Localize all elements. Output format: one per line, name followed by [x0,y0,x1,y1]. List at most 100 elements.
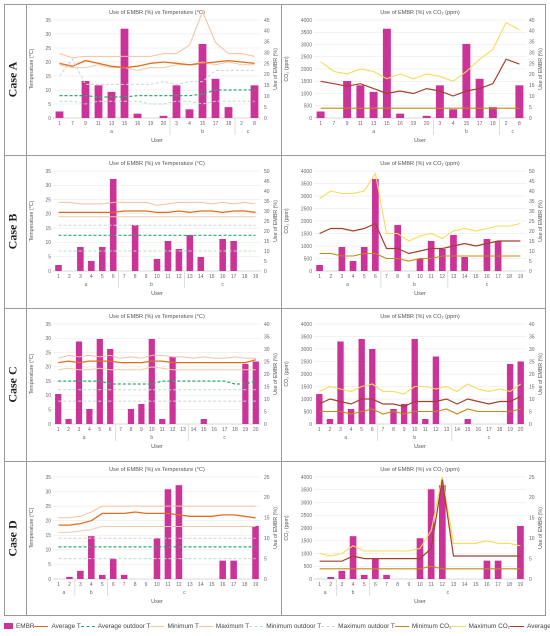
group-label: a [83,435,86,441]
x-tick-label: 13 [187,582,193,588]
y-tick-label: 25 [45,350,51,356]
embr-bar [81,80,90,118]
embr-bar [438,485,446,579]
group-label: b [201,129,204,135]
case-label-b: Case B [5,213,20,250]
y2-tick-label: 35 [529,334,535,340]
embr-bar [422,419,429,424]
y2-tick-label: 5 [264,259,267,265]
y2-tick-label: 15 [529,384,535,390]
chart-title: Use of EMBR (%) vs Temperature (°C) [109,467,205,473]
case-label-a: Case A [5,61,20,98]
legend-label: Average outdoor T [97,622,151,630]
y-tick-label: 25 [45,197,51,203]
x-tick-label: 9 [346,121,349,127]
group-label: b [413,435,416,441]
y-tick-label: 20 [45,212,51,218]
series-max-co2 [319,383,522,395]
case-label-c: Case C [5,366,20,403]
group-label: c [512,129,515,135]
x-tick-label: 19 [148,121,154,127]
embr-bar [107,349,114,424]
embr-bar [230,560,237,579]
legend-label: Average CO₂ [527,622,550,630]
x-tick-label: 12 [176,274,182,280]
x-tick-label: 9 [84,121,87,127]
embr-bar [175,249,183,271]
x-tick-label: 14 [462,274,468,280]
legend-item: EMBR [4,623,34,630]
y-tick-label: 1000 [301,397,312,403]
embr-bar [109,179,117,271]
embr-bar [358,339,365,424]
x-tick-label: 16 [484,274,490,280]
y-tick-label: 5 [48,102,51,108]
embr-bar [65,419,72,424]
embr-bar [120,28,129,118]
y2-tick-label: 0 [264,116,267,122]
y-tick-label: 500 [304,409,313,415]
y2-tick-label: 0 [264,269,267,275]
x-tick-label: 5 [101,582,104,588]
y2-tick-label: 25 [529,219,535,225]
embr-bar [164,489,172,579]
y2-axis-title: Use of EMBR (%) [538,200,544,242]
y-tick-label: 0 [48,116,51,122]
y2-tick-label: 5 [529,556,532,562]
y-tick-label: 5 [48,562,51,568]
x-tick-label: 5 [101,274,104,280]
y2-tick-label: 20 [264,72,270,78]
y-axis-title: Temperature (°C) [29,353,35,394]
y-tick-label: 3000 [301,42,312,48]
y2-tick-label: 45 [529,18,535,24]
y2-tick-label: 25 [264,359,270,365]
group-label: c [183,590,186,596]
y2-tick-label: 20 [529,495,535,501]
x-tick-label: 12 [170,427,176,433]
x-tick-label: 1 [57,274,60,280]
x-tick-label: 9 [407,582,410,588]
y2-axis-title: Use of EMBR (%) [273,48,279,90]
embr-bar [55,111,64,118]
x-tick-label: 1 [319,121,322,127]
x-tick-label: 1 [318,274,321,280]
x-axis-title: User [151,291,163,297]
series-avg-t [58,210,256,214]
x-tick-label: 20 [424,121,430,127]
embr-bar [372,179,379,271]
series-avg-out-t [59,89,255,98]
x-tick-label: 18 [497,427,503,433]
x-tick-label: 15 [473,274,479,280]
x-tick-label: 3 [79,582,82,588]
y-axis-title: Temperature (°C) [29,507,35,548]
y-tick-label: 0 [309,577,312,583]
x-tick-label: 2 [505,121,508,127]
embr-bar [494,560,502,579]
y2-tick-label: 20 [264,372,270,378]
chart-title: Use of EMBR (%) vs Temperature (°C) [109,161,205,167]
x-tick-label: 8 [134,274,137,280]
x-axis-title: User [151,599,163,605]
y2-tick-label: 25 [264,219,270,225]
x-tick-label: 19 [253,582,259,588]
group-label: a [372,129,375,135]
y2-tick-label: 40 [529,189,535,195]
y2-tick-label: 15 [264,516,270,522]
x-tick-label: 14 [462,582,468,588]
embr-bar [200,419,207,424]
legend-item: Maximum T [198,623,249,630]
y-tick-label: 4000 [301,169,312,175]
y-tick-label: 3000 [301,347,312,353]
x-tick-label: 8 [392,427,395,433]
x-tick-label: 13 [451,274,457,280]
x-tick-label: 5 [360,427,363,433]
embr-bar [252,525,259,579]
x-tick-label: 1 [57,427,60,433]
embr-bar [396,113,405,118]
embr-bar [483,560,491,579]
embr-bar [127,409,135,424]
embr-bar [383,574,390,579]
embr-bar [88,261,95,271]
y2-tick-label: 10 [264,397,270,403]
y-tick-label: 30 [45,183,51,189]
